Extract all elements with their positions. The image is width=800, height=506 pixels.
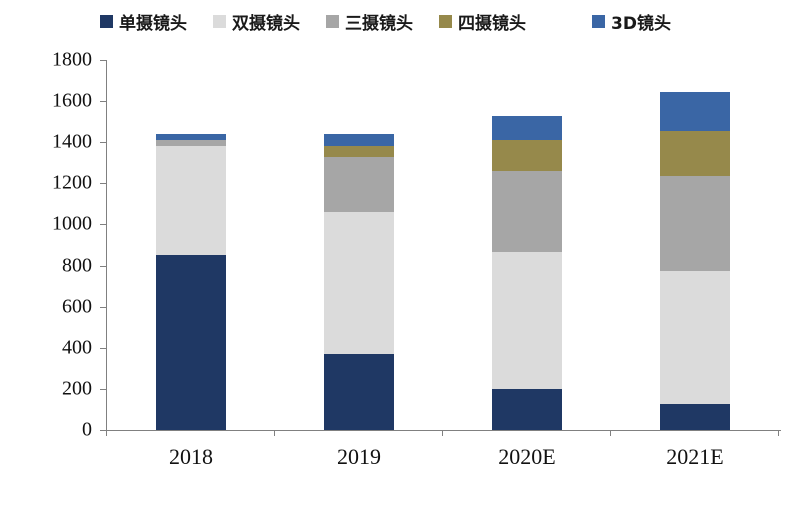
bar-segment-2021E-三摄镜头	[660, 176, 730, 271]
y-axis-tick	[100, 265, 106, 267]
y-axis-tick	[100, 224, 106, 226]
y-tick-label: 600	[62, 295, 92, 318]
y-axis-tick	[100, 101, 106, 103]
legend-label: 3D镜头	[611, 14, 671, 34]
bar-segment-2020E-四摄镜头	[492, 140, 562, 171]
legend-item-triple-lens: 三摄镜头	[326, 9, 413, 34]
legend-label: 四摄镜头	[458, 14, 526, 34]
legend-label: 三摄镜头	[345, 14, 413, 34]
legend-swatch-dual-lens-icon	[213, 15, 226, 28]
y-tick-label: 800	[62, 254, 92, 277]
bar-segment-2019-3D镜头	[324, 134, 394, 147]
y-tick-label: 1800	[52, 48, 92, 71]
y-tick-label: 1400	[52, 130, 92, 153]
legend-item-dual-lens: 双摄镜头	[213, 9, 300, 34]
legend-swatch-single-lens-icon	[100, 15, 113, 28]
legend-item-3d-lens: 3D镜头	[592, 9, 671, 34]
bar-segment-2019-单摄镜头	[324, 353, 394, 430]
x-tick-label: 2019	[337, 444, 381, 469]
y-tick-label: 1000	[52, 212, 92, 235]
bar-segment-2019-三摄镜头	[324, 156, 394, 213]
legend-swatch-quad-lens-icon	[439, 15, 452, 28]
legend-swatch-3d-lens-icon	[592, 15, 605, 28]
y-tick-label: 400	[62, 336, 92, 359]
legend-item-single-lens: 单摄镜头	[100, 9, 187, 34]
x-axis-tick	[610, 431, 611, 436]
x-tick-label: 2018	[169, 444, 213, 469]
x-axis-tick	[778, 431, 779, 436]
y-axis-tick	[100, 183, 106, 185]
bar-segment-2021E-四摄镜头	[660, 130, 730, 177]
y-axis-tick	[100, 430, 106, 431]
x-axis-tick	[442, 431, 443, 436]
bar-segment-2020E-双摄镜头	[492, 252, 562, 389]
legend-label: 双摄镜头	[232, 14, 300, 34]
legend-item-quad-lens: 四摄镜头	[439, 9, 526, 34]
y-tick-label: 1200	[52, 171, 92, 194]
legend-swatch-triple-lens-icon	[326, 15, 339, 28]
bar-segment-2019-双摄镜头	[324, 212, 394, 354]
y-axis-tick	[100, 142, 106, 144]
bar-segment-2019-四摄镜头	[324, 146, 394, 157]
y-axis-tick	[100, 388, 106, 390]
x-axis	[106, 430, 781, 431]
chart-legend: 单摄镜头 双摄镜头 三摄镜头 四摄镜头 3D镜头	[100, 9, 671, 34]
bar-segment-2021E-3D镜头	[660, 91, 730, 131]
bar-segment-2018-三摄镜头	[156, 140, 226, 147]
y-tick-label: 200	[62, 377, 92, 400]
bar-segment-2018-3D镜头	[156, 134, 226, 141]
bar-segment-2018-双摄镜头	[156, 146, 226, 256]
bar-segment-2020E-三摄镜头	[492, 171, 562, 253]
bar-segment-2020E-单摄镜头	[492, 388, 562, 430]
bar-segment-2020E-3D镜头	[492, 115, 562, 141]
bar-segment-2021E-单摄镜头	[660, 404, 730, 430]
y-tick-label: 0	[82, 418, 92, 441]
legend-label: 单摄镜头	[119, 14, 187, 34]
bar-segment-2021E-双摄镜头	[660, 270, 730, 405]
bar-segment-2018-单摄镜头	[156, 255, 226, 430]
y-axis-tick	[100, 347, 106, 349]
x-tick-label: 2020E	[498, 444, 556, 469]
y-tick-label: 1600	[52, 89, 92, 112]
y-axis-tick	[100, 60, 106, 61]
y-axis	[106, 60, 107, 431]
y-axis-tick	[100, 306, 106, 308]
x-tick-label: 2021E	[666, 444, 724, 469]
x-axis-tick	[106, 431, 107, 436]
x-axis-tick	[274, 431, 275, 436]
